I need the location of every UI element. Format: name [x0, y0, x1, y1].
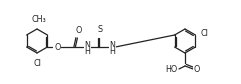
Text: O: O — [75, 26, 82, 35]
Text: N: N — [109, 41, 115, 50]
Text: CH₃: CH₃ — [32, 15, 46, 24]
Text: O: O — [194, 65, 200, 74]
Text: O: O — [54, 43, 60, 51]
Text: Cl: Cl — [201, 28, 208, 37]
Text: H: H — [109, 47, 115, 57]
Text: Cl: Cl — [33, 59, 41, 68]
Text: N: N — [84, 41, 90, 50]
Text: H: H — [84, 47, 90, 57]
Text: S: S — [98, 25, 103, 34]
Text: HO: HO — [165, 65, 177, 74]
